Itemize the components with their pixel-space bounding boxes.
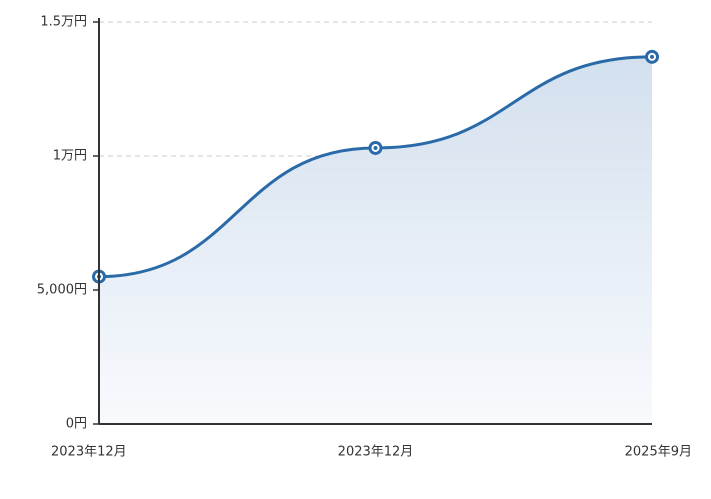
y-tick-label: 0円 bbox=[66, 417, 87, 432]
x-tick-label: 2025年9月 bbox=[625, 445, 692, 460]
y-tick-label: 1万円 bbox=[53, 149, 87, 164]
y-tick-label: 5,000円 bbox=[37, 283, 87, 298]
point-marker-dot bbox=[650, 54, 654, 59]
point-marker-dot bbox=[373, 145, 378, 150]
x-tick-label: 2023年12月 bbox=[51, 445, 127, 460]
y-tick-label: 1.5万円 bbox=[40, 15, 87, 30]
area-fill bbox=[99, 56, 652, 424]
x-tick-label: 2023年12月 bbox=[338, 445, 414, 460]
